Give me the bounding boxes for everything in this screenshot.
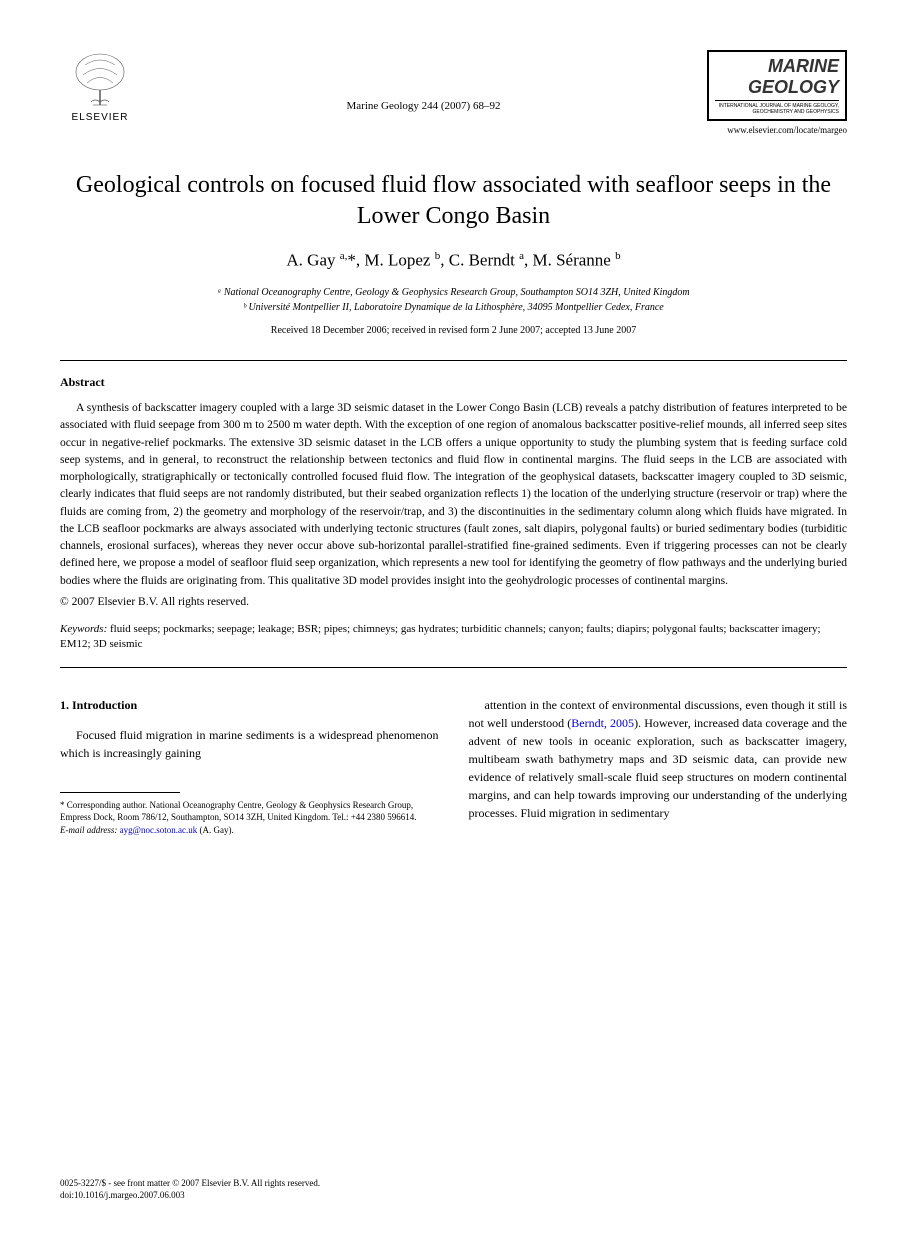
keywords: Keywords: fluid seeps; pockmarks; seepag… [60,622,847,653]
keywords-list: fluid seeps; pockmarks; seepage; leakage… [60,623,821,650]
journal-name-line1: MARINE [715,56,839,77]
divider-bottom [60,667,847,668]
citation-link[interactable]: Berndt, 2005 [571,716,634,730]
email-footnote: E-mail address: ayg@noc.soton.ac.uk (A. … [60,824,439,837]
page-footer: 0025-3227/$ - see front matter © 2007 El… [60,1177,320,1202]
journal-logo: MARINE GEOLOGY INTERNATIONAL JOURNAL OF … [707,50,847,135]
abstract-body: A synthesis of backscatter imagery coupl… [60,400,847,590]
article-title: Geological controls on focused fluid flo… [60,170,847,232]
email-suffix: (A. Gay). [197,825,234,835]
email-link[interactable]: ayg@noc.soton.ac.uk [120,825,198,835]
publisher-name: ELSEVIER [72,112,129,123]
intro-paragraph-right: attention in the context of environmenta… [469,696,848,822]
affiliation-b: ᵇ Université Montpellier II, Laboratoire… [60,300,847,315]
journal-tagline: INTERNATIONAL JOURNAL OF MARINE GEOLOGY,… [715,103,839,115]
footer-copyright: 0025-3227/$ - see front matter © 2007 El… [60,1177,320,1190]
article-dates: Received 18 December 2006; received in r… [60,325,847,336]
abstract-copyright: © 2007 Elsevier B.V. All rights reserved… [60,596,847,608]
corresponding-author-note: * Corresponding author. National Oceanog… [60,799,439,824]
authors-list: A. Gay a,*, M. Lopez b, C. Berndt a, M. … [60,250,847,271]
page-header: ELSEVIER Marine Geology 244 (2007) 68–92… [60,50,847,140]
journal-name-line2: GEOLOGY [715,77,839,101]
divider-top [60,360,847,361]
intro-paragraph-left: Focused fluid migration in marine sedime… [60,726,439,762]
body-columns: 1. Introduction Focused fluid migration … [60,696,847,837]
footer-doi: doi:10.1016/j.margeo.2007.06.003 [60,1189,320,1202]
abstract-heading: Abstract [60,375,847,390]
column-left: 1. Introduction Focused fluid migration … [60,696,439,837]
affiliations: ᵃ National Oceanography Centre, Geology … [60,285,847,315]
intro-heading: 1. Introduction [60,696,439,714]
footnote-divider [60,792,180,793]
elsevier-tree-icon [65,50,135,110]
keywords-label: Keywords: [60,623,107,635]
affiliation-a: ᵃ National Oceanography Centre, Geology … [60,285,847,300]
column-right: attention in the context of environmenta… [469,696,848,837]
publisher-logo: ELSEVIER [60,50,140,140]
header-citation: Marine Geology 244 (2007) 68–92 [140,50,707,112]
journal-url: www.elsevier.com/locate/margeo [707,125,847,135]
email-label: E-mail address: [60,825,117,835]
journal-title-box: MARINE GEOLOGY INTERNATIONAL JOURNAL OF … [707,50,847,121]
